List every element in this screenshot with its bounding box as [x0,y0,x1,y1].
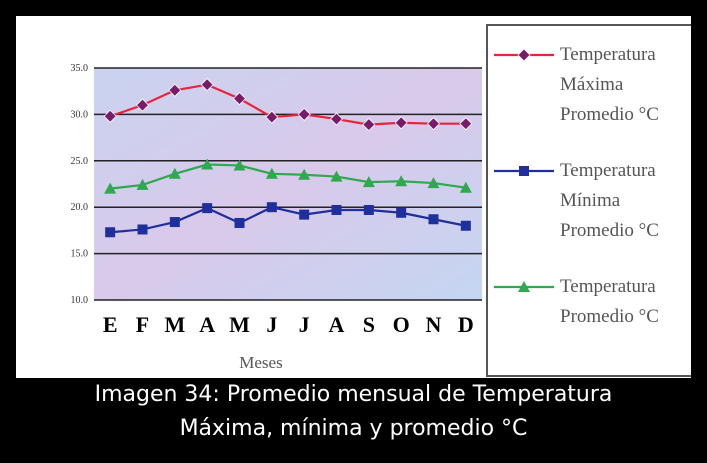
data-point-maxima [394,116,408,130]
x-tick-label: N [426,312,442,337]
data-point-promedio [427,177,440,189]
caption-line-1: Imagen 34: Promedio mensual de Temperatu… [94,382,613,407]
x-axis-label: Meses [239,353,282,372]
legend-marker [518,281,530,292]
legend-label-promedio: Temperatura Promedio °C [560,276,659,327]
legend-entry-maxima: Temperatura Máxima Promedio °C [488,40,693,140]
data-point-minima [299,209,310,220]
data-point-minima [137,224,148,235]
data-point-minima [428,214,439,225]
data-point-minima [363,204,374,215]
data-point-maxima [232,92,247,106]
data-point-promedio [233,159,246,171]
x-tick-label: M [164,312,185,337]
data-point-maxima [103,109,117,123]
data-point-maxima [265,110,279,124]
y-tick-label: 35.0 [71,63,89,74]
data-point-minima [331,204,342,215]
data-point-promedio [136,178,149,190]
y-tick-label: 25.0 [71,156,89,167]
data-point-minima [105,227,116,238]
legend-swatch-minima [494,166,554,176]
data-point-promedio [201,158,214,170]
x-tick-label: A [329,312,345,337]
series-line-minima [110,206,467,234]
x-tick-label: F [136,312,149,337]
series-maxima [103,78,473,132]
legend-entry-promedio: Temperatura Promedio °C [488,272,693,342]
data-point-minima [460,220,471,231]
data-point-minima [266,202,277,213]
data-point-minima [234,217,245,228]
legend-swatch-promedio [494,281,554,292]
legend-label-minima: Temperatura Mínima Promedio °C [560,160,659,241]
data-point-promedio [330,170,343,182]
data-point-promedio [265,167,278,179]
data-point-maxima [297,107,311,121]
figure-caption: Imagen 34: Promedio mensual de Temperatu… [0,378,707,446]
data-point-maxima [135,98,150,112]
data-point-minima [202,203,213,214]
x-tick-label: J [266,312,277,337]
legend-entry-minima: Temperatura Mínima Promedio °C [488,156,693,256]
x-tick-label: S [363,312,375,337]
series-line-promedio [110,163,466,190]
series-promedio [104,158,472,194]
data-point-promedio [362,176,375,188]
data-point-maxima [329,112,344,126]
data-point-maxima [459,117,473,131]
x-tick-label: J [299,312,310,337]
data-point-maxima [362,118,376,132]
legend-marker [519,166,529,176]
series-minima [105,202,471,238]
x-tick-label: E [103,312,118,337]
data-point-promedio [168,167,181,179]
legend-marker [517,48,531,62]
y-tick-label: 30.0 [71,109,89,120]
legend-label-maxima: Temperatura Máxima Promedio °C [560,44,659,125]
data-point-minima [396,207,407,218]
legend: Temperatura Máxima Promedio °C Temperatu… [486,24,691,377]
data-point-promedio [395,175,408,187]
data-point-maxima [168,83,182,97]
x-tick-label: O [393,312,410,337]
x-tick-label: D [458,312,474,337]
y-tick-label: 15.0 [71,249,89,260]
data-point-promedio [459,181,472,193]
data-point-maxima [426,117,441,131]
y-tick-label: 20.0 [71,202,89,213]
legend-swatch-maxima [494,48,554,62]
x-tick-label: M [229,312,250,337]
data-point-promedio [104,182,117,194]
plot-area [94,68,482,300]
y-tick-label: 10.0 [71,295,89,306]
data-point-minima [169,217,180,228]
data-point-maxima [200,78,214,92]
data-point-promedio [298,168,311,180]
caption-line-2: Máxima, mínima y promedio °C [179,416,528,441]
x-tick-label: A [199,312,215,337]
